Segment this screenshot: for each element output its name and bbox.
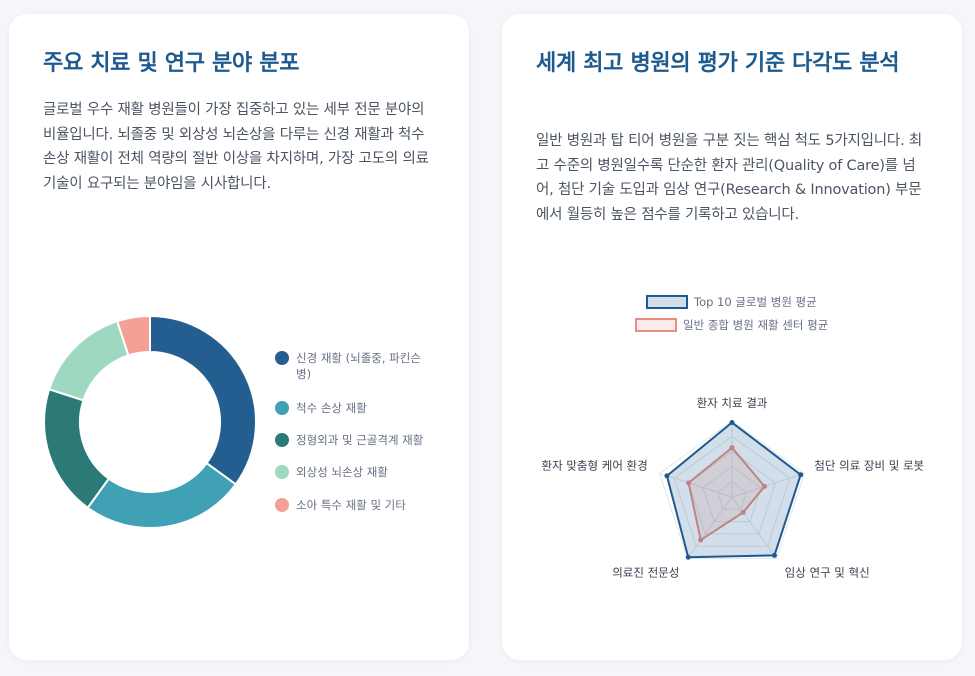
doughnut-slice-1[interactable] bbox=[149, 314, 257, 486]
radar-point-1-4[interactable] bbox=[685, 554, 691, 560]
radar-axis-label-1: 환자 치료 결과 bbox=[697, 396, 768, 410]
distribution-description: 글로벌 우수 재활 병원들이 가장 집중하고 있는 세부 전문 분야의 비율입니… bbox=[43, 102, 429, 192]
radar-spoke-3 bbox=[731, 496, 778, 559]
radar-grid-ring-2 bbox=[702, 465, 762, 523]
radar-point-1-3[interactable] bbox=[771, 552, 777, 558]
radar-axis-label-2: 첨단 의료 장비 및 로봇 bbox=[814, 459, 924, 473]
radar-legend-label-1[interactable]: Top 10 글로벌 병원 평균 bbox=[693, 295, 817, 309]
legend-marker-3 bbox=[275, 433, 289, 447]
legend-label-1-line-2[interactable]: 병) bbox=[296, 367, 311, 381]
radar-spoke-4 bbox=[686, 496, 733, 559]
legend-label-5[interactable]: 소아 특수 재활 및 기타 bbox=[296, 498, 406, 512]
radar-point-2-4[interactable] bbox=[698, 537, 704, 543]
evaluation-card: 세계 최고 병원의 평가 기준 다각도 분석 일반 병원과 탑 티어 병원을 구… bbox=[502, 14, 962, 660]
doughnut-slice-4[interactable] bbox=[47, 319, 130, 402]
legend-label-3[interactable]: 정형외과 및 근골격계 재활 bbox=[296, 433, 424, 447]
legend-marker-1 bbox=[275, 351, 289, 365]
doughnut-slice-3[interactable] bbox=[43, 387, 111, 510]
radar-point-2-2[interactable] bbox=[762, 483, 768, 489]
radar-axis-label-3: 임상 연구 및 혁신 bbox=[785, 565, 870, 579]
radar-axis-label-5: 환자 맞춤형 케어 환경 bbox=[542, 459, 648, 473]
radar-point-1-1[interactable] bbox=[729, 420, 735, 426]
radar-series-area-2 bbox=[687, 446, 766, 542]
doughnut-slice-2[interactable] bbox=[86, 461, 238, 529]
legend-marker-2 bbox=[275, 401, 289, 415]
distribution-card: 주요 치료 및 연구 분야 분포 글로벌 우수 재활 병원들이 가장 집중하고 … bbox=[9, 14, 469, 660]
radar-axis-label-4: 의료진 전문성 bbox=[612, 565, 679, 579]
legend-label-1-line-1[interactable]: 신경 재활 (뇌졸중, 파킨슨 bbox=[296, 351, 421, 365]
legend-marker-5 bbox=[275, 498, 289, 512]
legend-marker-4 bbox=[275, 465, 289, 479]
radar-grid-ring-4 bbox=[673, 435, 791, 547]
radar-legend-swatch-2 bbox=[635, 318, 677, 332]
radar-point-2-1[interactable] bbox=[729, 445, 735, 451]
evaluation-description: 일반 병원과 탑 티어 병원을 구분 짓는 핵심 척도 5가지입니다. 최고 수… bbox=[536, 133, 923, 223]
radar-legend-swatch-1 bbox=[646, 295, 688, 309]
legend-label-2[interactable]: 척수 손상 재활 bbox=[296, 401, 367, 415]
radar-series-area-1 bbox=[665, 421, 802, 559]
radar-legend-label-2[interactable]: 일반 종합 병원 재활 센터 평균 bbox=[683, 318, 828, 332]
radar-point-2-3[interactable] bbox=[740, 509, 746, 515]
radar-grid-ring-1 bbox=[716, 481, 748, 510]
distribution-title: 주요 치료 및 연구 분야 분포 bbox=[43, 51, 300, 76]
radar-point-2-5[interactable] bbox=[686, 480, 692, 486]
doughnut-slice-5[interactable] bbox=[115, 314, 151, 357]
legend-label-4[interactable]: 외상성 뇌손상 재활 bbox=[296, 465, 388, 479]
radar-grid-ring-5 bbox=[659, 420, 805, 559]
evaluation-title: 세계 최고 병원의 평가 기준 다각도 분석 bbox=[536, 51, 900, 76]
radar-point-1-5[interactable] bbox=[664, 473, 670, 479]
radar-point-1-2[interactable] bbox=[798, 472, 804, 478]
radar-spoke-5 bbox=[659, 473, 733, 498]
radar-spoke-2 bbox=[731, 473, 805, 498]
